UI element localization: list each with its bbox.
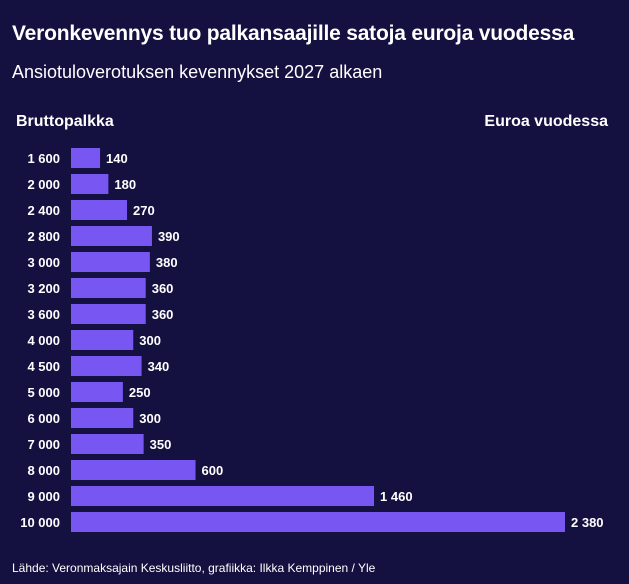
category-label: 3 200 xyxy=(27,281,60,296)
bar xyxy=(71,252,150,272)
data-label: 300 xyxy=(139,333,161,348)
source-note: Lähde: Veronmaksajain Keskusliitto, graf… xyxy=(12,561,376,575)
bar xyxy=(71,200,128,220)
category-label: 8 000 xyxy=(27,463,60,478)
x-axis-label: Euroa vuodessa xyxy=(484,113,608,130)
chart-title: Veronkevennys tuo palkansaajille satoja … xyxy=(12,22,575,45)
category-label: 9 000 xyxy=(27,489,60,504)
category-label: 1 600 xyxy=(27,151,60,166)
category-label: 6 000 xyxy=(27,411,60,426)
bar xyxy=(71,304,146,324)
category-label: 2 800 xyxy=(27,229,60,244)
category-label: 4 500 xyxy=(27,359,60,374)
bar xyxy=(71,278,146,298)
data-label: 390 xyxy=(158,229,180,244)
category-label: 5 000 xyxy=(27,385,60,400)
bar xyxy=(71,434,144,454)
category-label: 2 000 xyxy=(27,177,60,192)
data-label: 360 xyxy=(152,281,174,296)
category-label: 3 600 xyxy=(27,307,60,322)
data-label: 270 xyxy=(133,203,155,218)
chart-subtitle: Ansiotuloverotuksen kevennykset 2027 alk… xyxy=(12,62,383,82)
data-label: 380 xyxy=(156,255,178,270)
category-label: 10 000 xyxy=(20,515,60,530)
data-label: 360 xyxy=(152,307,174,322)
data-label: 180 xyxy=(114,177,136,192)
bar xyxy=(71,148,101,168)
bar xyxy=(71,460,196,480)
bar xyxy=(71,408,134,428)
data-label: 350 xyxy=(150,437,172,452)
bar xyxy=(71,226,152,246)
data-label: 300 xyxy=(139,411,161,426)
data-label: 340 xyxy=(148,359,170,374)
bar xyxy=(71,512,565,532)
bar xyxy=(71,486,375,506)
category-label: 3 000 xyxy=(27,255,60,270)
bar xyxy=(71,174,109,194)
category-label: 4 000 xyxy=(27,333,60,348)
category-label: 7 000 xyxy=(27,437,60,452)
category-label: 2 400 xyxy=(27,203,60,218)
bar xyxy=(71,356,142,376)
bar xyxy=(71,330,134,350)
data-label: 2 380 xyxy=(571,515,604,530)
data-label: 250 xyxy=(129,385,151,400)
data-label: 600 xyxy=(202,463,224,478)
y-axis-label: Bruttopalkka xyxy=(16,113,114,130)
bar xyxy=(71,382,123,402)
data-label: 140 xyxy=(106,151,128,166)
data-label: 1 460 xyxy=(380,489,413,504)
